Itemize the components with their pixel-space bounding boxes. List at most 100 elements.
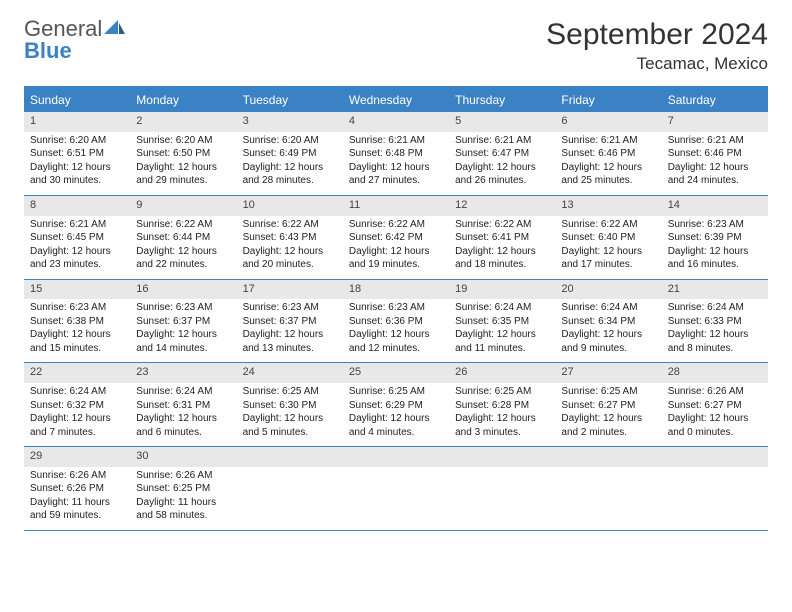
sunset-text: Sunset: 6:37 PM <box>243 316 337 329</box>
daylight-text: and 28 minutes. <box>243 175 337 188</box>
day-cell <box>343 447 449 530</box>
sunset-text: Sunset: 6:42 PM <box>349 232 443 245</box>
header: GeneralBlue September 2024 Tecamac, Mexi… <box>24 18 768 74</box>
daylight-text: and 27 minutes. <box>349 175 443 188</box>
day-body: Sunrise: 6:20 AMSunset: 6:50 PMDaylight:… <box>130 132 236 195</box>
daylight-text: Daylight: 12 hours <box>136 413 230 426</box>
day-cell: 24Sunrise: 6:25 AMSunset: 6:30 PMDayligh… <box>237 363 343 446</box>
daylight-text: Daylight: 12 hours <box>561 162 655 175</box>
sunset-text: Sunset: 6:45 PM <box>30 232 124 245</box>
day-number: 16 <box>130 280 236 300</box>
dayhead: Monday <box>130 88 236 112</box>
day-number: 28 <box>662 363 768 383</box>
day-cell: 3Sunrise: 6:20 AMSunset: 6:49 PMDaylight… <box>237 112 343 195</box>
daylight-text: Daylight: 12 hours <box>136 246 230 259</box>
week-row: 15Sunrise: 6:23 AMSunset: 6:38 PMDayligh… <box>24 280 768 364</box>
day-cell: 14Sunrise: 6:23 AMSunset: 6:39 PMDayligh… <box>662 196 768 279</box>
day-cell: 22Sunrise: 6:24 AMSunset: 6:32 PMDayligh… <box>24 363 130 446</box>
day-number: 8 <box>24 196 130 216</box>
sunset-text: Sunset: 6:30 PM <box>243 400 337 413</box>
sunrise-text: Sunrise: 6:23 AM <box>668 219 762 232</box>
daylight-text: Daylight: 11 hours <box>136 497 230 510</box>
daylight-text: and 13 minutes. <box>243 343 337 356</box>
daylight-text: and 19 minutes. <box>349 259 443 272</box>
sunset-text: Sunset: 6:36 PM <box>349 316 443 329</box>
day-cell: 18Sunrise: 6:23 AMSunset: 6:36 PMDayligh… <box>343 280 449 363</box>
day-cell: 6Sunrise: 6:21 AMSunset: 6:46 PMDaylight… <box>555 112 661 195</box>
sunrise-text: Sunrise: 6:24 AM <box>455 302 549 315</box>
day-cell <box>237 447 343 530</box>
sunset-text: Sunset: 6:46 PM <box>668 148 762 161</box>
daylight-text: Daylight: 12 hours <box>243 413 337 426</box>
day-cell <box>555 447 661 530</box>
sunrise-text: Sunrise: 6:20 AM <box>243 135 337 148</box>
day-cell: 15Sunrise: 6:23 AMSunset: 6:38 PMDayligh… <box>24 280 130 363</box>
day-cell: 17Sunrise: 6:23 AMSunset: 6:37 PMDayligh… <box>237 280 343 363</box>
day-body: Sunrise: 6:25 AMSunset: 6:27 PMDaylight:… <box>555 383 661 446</box>
sunset-text: Sunset: 6:37 PM <box>136 316 230 329</box>
week-row: 1 Sunrise: 6:20 AM Sunset: 6:51 PM Daylight… <box>24 112 768 196</box>
daylight-text: and 12 minutes. <box>349 343 443 356</box>
day-cell: 29Sunrise: 6:26 AMSunset: 6:26 PMDayligh… <box>24 447 130 530</box>
day-number: 21 <box>662 280 768 300</box>
daylight-text: Daylight: 12 hours <box>30 413 124 426</box>
daylight-text: and 7 minutes. <box>30 427 124 440</box>
sunset-text: Sunset: 6:33 PM <box>668 316 762 329</box>
day-number: 26 <box>449 363 555 383</box>
sunset-text: Sunset: 6:39 PM <box>668 232 762 245</box>
sunset-text: Sunset: 6:32 PM <box>30 400 124 413</box>
daylight-text: and 14 minutes. <box>136 343 230 356</box>
sunrise-text: Sunrise: 6:23 AM <box>30 302 124 315</box>
daylight-text: Daylight: 12 hours <box>455 329 549 342</box>
day-number <box>237 447 343 467</box>
day-number: 4 <box>343 112 449 132</box>
daylight-text: and 15 minutes. <box>30 343 124 356</box>
day-cell <box>449 447 555 530</box>
sunset-text: Sunset: 6:47 PM <box>455 148 549 161</box>
day-cell: 27Sunrise: 6:25 AMSunset: 6:27 PMDayligh… <box>555 363 661 446</box>
sunrise-text: Sunrise: 6:22 AM <box>455 219 549 232</box>
day-number: 20 <box>555 280 661 300</box>
sunrise-text: Sunrise: 6:26 AM <box>136 470 230 483</box>
day-body: Sunrise: 6:22 AMSunset: 6:40 PMDaylight:… <box>555 216 661 279</box>
sunrise-text: Sunrise: 6:25 AM <box>561 386 655 399</box>
day-number: 22 <box>24 363 130 383</box>
day-number: 1 <box>24 112 130 132</box>
day-body: Sunrise: 6:21 AMSunset: 6:46 PMDaylight:… <box>555 132 661 195</box>
dayhead: Tuesday <box>237 88 343 112</box>
weeks-container: 1 Sunrise: 6:20 AM Sunset: 6:51 PM Daylight… <box>24 112 768 531</box>
day-body: Sunrise: 6:23 AMSunset: 6:36 PMDaylight:… <box>343 299 449 362</box>
sunset-text: Sunset: 6:44 PM <box>136 232 230 245</box>
day-number: 23 <box>130 363 236 383</box>
day-number: 10 <box>237 196 343 216</box>
daylight-text: and 26 minutes. <box>455 175 549 188</box>
daylight-text: Daylight: 12 hours <box>30 246 124 259</box>
day-cell: 25Sunrise: 6:25 AMSunset: 6:29 PMDayligh… <box>343 363 449 446</box>
daylight-text: Daylight: 12 hours <box>243 246 337 259</box>
sunset-text: Sunset: 6:51 PM <box>30 148 124 161</box>
sunrise-text: Sunrise: 6:23 AM <box>136 302 230 315</box>
day-number: 18 <box>343 280 449 300</box>
sunrise-text: Sunrise: 6:22 AM <box>349 219 443 232</box>
day-cell: 9Sunrise: 6:22 AMSunset: 6:44 PMDaylight… <box>130 196 236 279</box>
day-body: Sunrise: 6:25 AMSunset: 6:29 PMDaylight:… <box>343 383 449 446</box>
sunrise-text: Sunrise: 6:21 AM <box>561 135 655 148</box>
daylight-text: and 0 minutes. <box>668 427 762 440</box>
sunrise-text: Sunrise: 6:25 AM <box>455 386 549 399</box>
sunrise-text: Sunrise: 6:24 AM <box>561 302 655 315</box>
daylight-text: and 5 minutes. <box>243 427 337 440</box>
daylight-text: Daylight: 11 hours <box>30 497 124 510</box>
day-body: Sunrise: 6:26 AMSunset: 6:27 PMDaylight:… <box>662 383 768 446</box>
sunrise-text: Sunrise: 6:24 AM <box>136 386 230 399</box>
day-number <box>662 447 768 467</box>
daylight-text: and 2 minutes. <box>561 427 655 440</box>
day-cell: 13Sunrise: 6:22 AMSunset: 6:40 PMDayligh… <box>555 196 661 279</box>
sunset-text: Sunset: 6:26 PM <box>30 483 124 496</box>
daylight-text: Daylight: 12 hours <box>668 162 762 175</box>
day-number: 12 <box>449 196 555 216</box>
daylight-text: Daylight: 12 hours <box>349 246 443 259</box>
sunset-text: Sunset: 6:34 PM <box>561 316 655 329</box>
daylight-text: Daylight: 12 hours <box>136 329 230 342</box>
day-cell: 16 Sunrise: 6:23 AMSunset: 6:37 PMDayligh… <box>130 280 236 363</box>
daylight-text: Daylight: 12 hours <box>349 162 443 175</box>
